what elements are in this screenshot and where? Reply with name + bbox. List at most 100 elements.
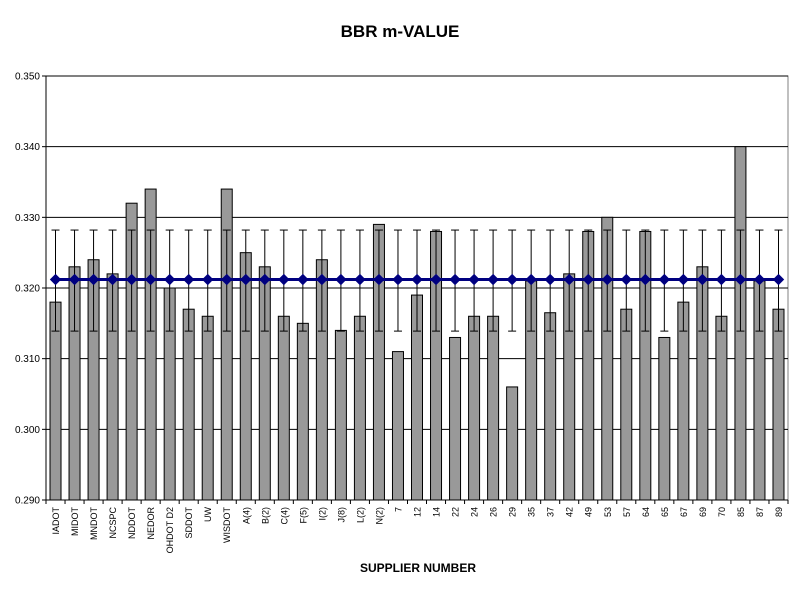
x-tick-label: 53 xyxy=(603,507,613,517)
line-marker xyxy=(753,273,766,286)
line-marker xyxy=(392,273,404,286)
line-marker xyxy=(335,273,347,286)
x-tick-label: B(2) xyxy=(260,507,270,524)
y-tick-label: 0.310 xyxy=(15,354,40,365)
line-marker xyxy=(354,273,366,286)
x-tick-label: I(2) xyxy=(317,507,327,521)
x-tick-label: 87 xyxy=(755,507,765,517)
x-tick-label: MNDOT xyxy=(89,507,99,540)
line-marker xyxy=(563,273,575,286)
line-marker xyxy=(734,273,747,286)
bar xyxy=(449,336,462,501)
bar xyxy=(468,315,481,501)
x-tick-label: J(8) xyxy=(336,507,346,523)
x-tick-label: 57 xyxy=(622,507,632,517)
bar xyxy=(277,315,290,501)
bar xyxy=(49,301,62,501)
x-tick-label: 12 xyxy=(413,507,423,517)
bar xyxy=(677,301,690,501)
bar xyxy=(220,188,233,501)
bar xyxy=(125,202,138,501)
x-tick-label: 64 xyxy=(641,507,651,517)
x-tick-label: WISDOT xyxy=(222,507,232,543)
bar xyxy=(391,351,404,501)
x-tick-label: IADOT xyxy=(51,507,61,535)
line-marker xyxy=(449,273,461,286)
line-marker xyxy=(106,273,119,286)
bar xyxy=(620,308,633,501)
bar xyxy=(353,315,366,501)
x-tick-label: 70 xyxy=(717,507,727,517)
bar xyxy=(296,322,309,501)
y-tick-label: 0.350 xyxy=(15,72,40,83)
line-marker xyxy=(658,273,671,286)
line-marker xyxy=(373,273,385,286)
bar xyxy=(658,336,671,501)
line-marker xyxy=(49,273,62,286)
line-marker xyxy=(182,273,195,286)
x-tick-label: SDDOT xyxy=(184,506,194,538)
y-tick-label: 0.300 xyxy=(15,425,40,436)
x-tick-label: 14 xyxy=(432,507,442,517)
line-marker xyxy=(582,273,594,286)
x-tick-label: L(2) xyxy=(355,507,365,523)
line-marker xyxy=(487,273,499,286)
line-marker xyxy=(715,273,728,286)
line-marker xyxy=(696,273,709,286)
y-tick-label: 0.290 xyxy=(15,496,40,507)
line-marker xyxy=(677,273,690,286)
line-marker xyxy=(221,273,233,286)
line-marker xyxy=(544,273,556,286)
x-tick-label: MIDOT xyxy=(70,507,80,536)
x-tick-label: OHDOT D2 xyxy=(165,507,175,553)
x-tick-label: NCSPC xyxy=(108,507,118,539)
x-tick-label: 35 xyxy=(527,507,537,517)
line-marker xyxy=(620,273,632,286)
x-tick-label: 85 xyxy=(736,507,746,517)
bar xyxy=(334,329,347,501)
bar xyxy=(544,312,557,501)
x-tick-label: UW xyxy=(203,507,213,522)
bar xyxy=(372,223,385,501)
x-tick-label: 65 xyxy=(660,507,670,517)
line-marker xyxy=(144,273,157,286)
line-marker xyxy=(639,273,652,286)
line-marker xyxy=(297,273,309,286)
x-tick-label: 7 xyxy=(393,507,403,512)
x-tick-label: 69 xyxy=(698,507,708,517)
line-marker xyxy=(125,273,138,286)
x-tick-label: A(4) xyxy=(241,507,251,524)
line-marker xyxy=(506,273,518,286)
y-tick-label: 0.330 xyxy=(15,213,40,224)
x-tick-label: 42 xyxy=(565,507,575,517)
line-marker xyxy=(163,273,176,286)
bar xyxy=(601,216,614,501)
line-marker xyxy=(68,273,81,286)
x-tick-label: C(4) xyxy=(279,507,289,525)
x-tick-label: 24 xyxy=(470,507,480,517)
line-marker xyxy=(278,273,290,286)
line-marker xyxy=(316,273,328,286)
x-tick-label: 37 xyxy=(546,507,556,517)
bar xyxy=(487,315,500,501)
line-marker xyxy=(259,273,271,286)
bar xyxy=(182,308,195,501)
bar xyxy=(144,188,157,501)
line-marker xyxy=(411,273,423,286)
y-tick-label: 0.320 xyxy=(15,284,40,295)
x-tick-label: NEDOR xyxy=(146,507,156,540)
x-tick-label: 49 xyxy=(584,507,594,517)
line-marker xyxy=(468,273,480,286)
line-marker xyxy=(430,273,442,286)
x-tick-label: NDDOT xyxy=(127,507,137,539)
x-tick-label: 89 xyxy=(774,507,784,517)
line-marker xyxy=(87,273,100,286)
x-tick-label: F(5) xyxy=(298,507,308,524)
bar xyxy=(201,315,214,501)
chart-title: BBR m-VALUE xyxy=(340,22,460,41)
line-marker xyxy=(202,273,214,286)
bar xyxy=(506,386,519,501)
x-tick-label: 26 xyxy=(489,507,499,517)
line-marker xyxy=(772,273,785,286)
